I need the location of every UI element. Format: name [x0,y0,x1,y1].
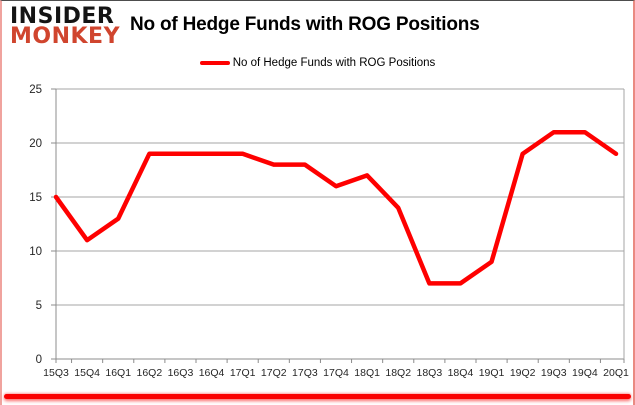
bottom-accent-bar [4,394,631,399]
y-axis-label: 25 [29,84,42,96]
x-axis-label: 16Q3 [168,367,194,379]
x-axis-label: 19Q1 [479,367,505,379]
legend-label: No of Hedge Funds with ROG Positions [232,57,436,69]
y-axis-label: 10 [29,246,42,258]
x-axis-label: 17Q2 [261,367,287,379]
chart-title: No of Hedge Funds with ROG Positions [130,14,480,35]
x-axis-label: 19Q4 [572,367,598,379]
x-axis-label: 18Q4 [448,367,474,379]
insider-monkey-logo: INSIDER MONKEY [10,4,121,49]
x-axis-label: 16Q2 [136,367,162,379]
x-axis-label: 18Q2 [385,367,411,379]
y-axis-label: 20 [29,138,42,150]
y-axis-label: 0 [36,354,42,366]
x-axis-label: 17Q4 [323,367,349,379]
x-axis-label: 18Q1 [354,367,380,379]
logo-text-insider: INSIDER [10,4,115,29]
x-axis-label: 19Q3 [541,367,567,379]
x-axis-label: 20Q1 [603,367,629,379]
logo-text-monkey: MONKEY [10,24,121,49]
series-line [53,129,619,286]
x-axis-label: 16Q1 [105,367,131,379]
x-axis-label: 15Q3 [43,367,69,379]
y-axis-label: 5 [36,300,42,312]
x-axis-label: 19Q2 [510,367,536,379]
y-axis-label: 15 [29,192,42,204]
x-axis-label: 17Q1 [230,367,256,379]
x-axis-label: 16Q4 [199,367,225,379]
legend-line-swatch [199,60,230,66]
x-axis-label: 17Q3 [292,367,318,379]
x-axis-label: 18Q3 [416,367,442,379]
x-axis-label: 15Q4 [74,367,100,379]
legend: No of Hedge Funds with ROG Positions [2,57,633,69]
